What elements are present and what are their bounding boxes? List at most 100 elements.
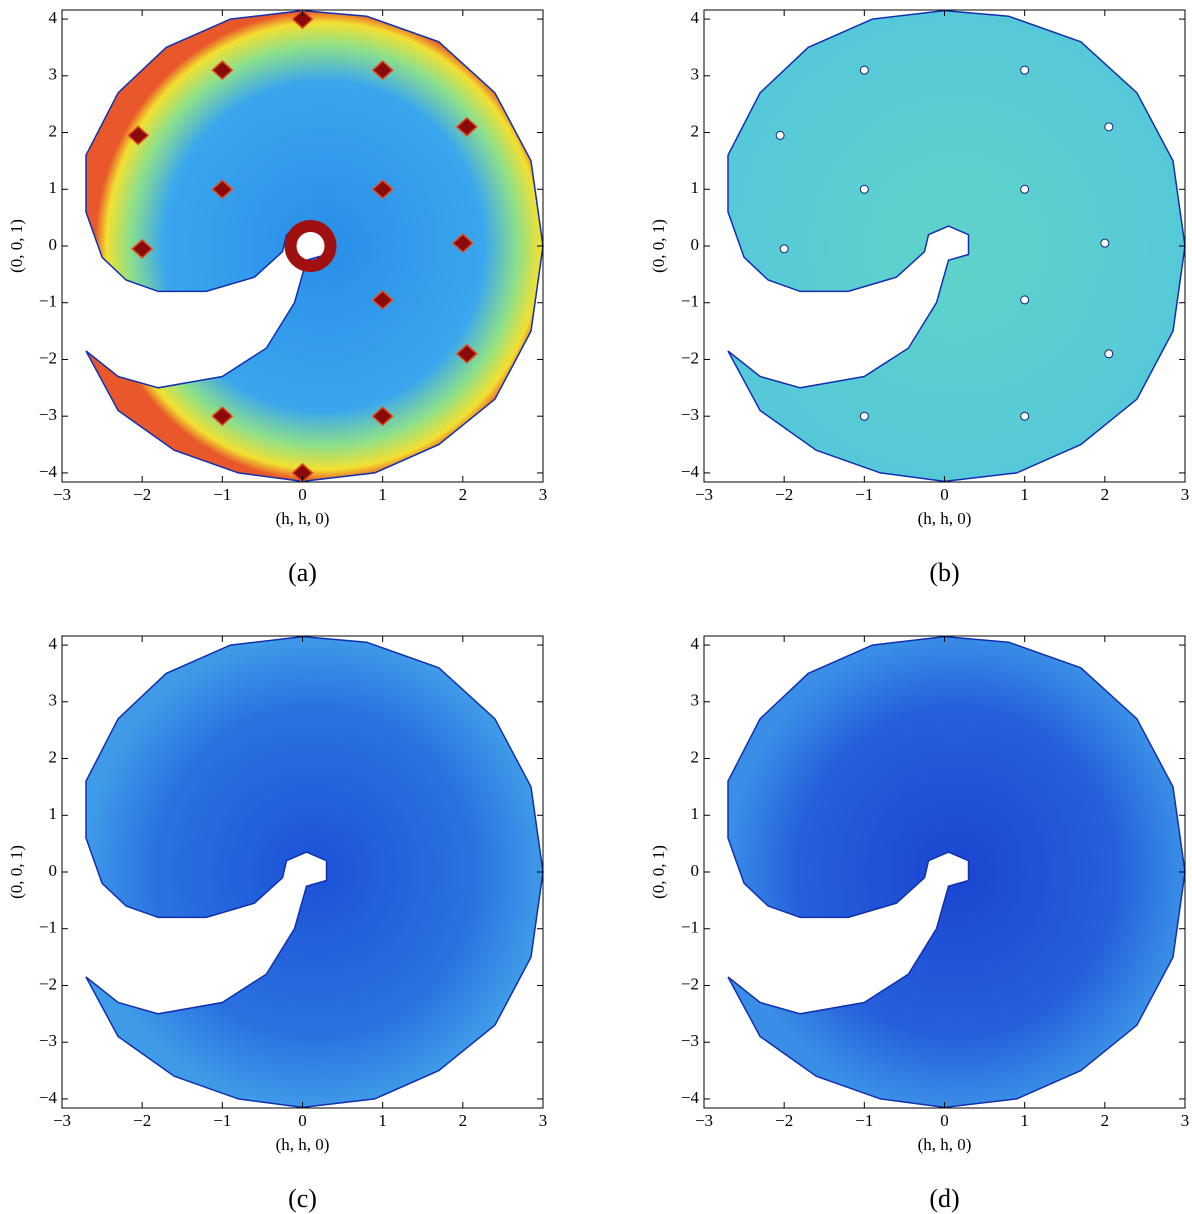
x-tick-label: 0 — [940, 485, 949, 504]
masked-peak — [1020, 184, 1030, 194]
y-tick-label: 3 — [691, 65, 700, 84]
x-tick-label: −2 — [133, 485, 151, 504]
panel-caption: (c) — [288, 1184, 317, 1213]
bragg-peak — [127, 125, 150, 146]
x-tick-label: 2 — [1101, 1111, 1110, 1130]
x-tick-label: 1 — [378, 485, 387, 504]
y-tick-label: 2 — [691, 747, 700, 766]
x-tick-label: 3 — [539, 485, 548, 504]
y-axis-label: (0, 0, 1) — [7, 845, 26, 899]
masked-peak — [859, 65, 869, 75]
y-tick-label: −1 — [681, 918, 699, 937]
y-tick-label: 0 — [49, 861, 58, 880]
bragg-peak — [371, 179, 394, 200]
y-tick-label: −2 — [39, 974, 57, 993]
x-tick-label: 2 — [459, 485, 468, 504]
x-tick-label: 2 — [459, 1111, 468, 1130]
y-axis-label: (0, 0, 1) — [7, 219, 26, 273]
y-tick-label: −1 — [39, 292, 57, 311]
y-tick-label: −1 — [681, 292, 699, 311]
bragg-peak — [291, 462, 314, 483]
y-tick-label: 3 — [691, 691, 700, 710]
panel-caption: (b) — [929, 558, 959, 587]
masked-peak — [859, 184, 869, 194]
intensity-map — [727, 635, 1186, 1109]
x-tick-label: 3 — [1181, 1111, 1190, 1130]
x-axis-label: (h, h, 0) — [918, 1135, 972, 1154]
x-tick-label: 1 — [1020, 485, 1029, 504]
x-tick-label: 3 — [539, 1111, 548, 1130]
y-tick-label: −3 — [39, 405, 57, 424]
x-tick-label: −1 — [855, 485, 873, 504]
intensity-map — [85, 635, 544, 1109]
x-axis-label: (h, h, 0) — [276, 1135, 330, 1154]
panel-caption: (a) — [288, 558, 317, 587]
masked-peak — [779, 244, 789, 254]
y-tick-label: 1 — [49, 804, 58, 823]
y-tick-label: 0 — [691, 235, 700, 254]
y-tick-label: 1 — [691, 804, 700, 823]
y-tick-label: 2 — [49, 747, 58, 766]
bragg-peak — [455, 116, 478, 137]
masked-peak — [1020, 295, 1030, 305]
x-tick-label: 1 — [1020, 1111, 1029, 1130]
x-tick-label: 0 — [298, 1111, 307, 1130]
y-tick-label: 4 — [49, 634, 58, 653]
bragg-peak — [451, 233, 474, 254]
x-tick-label: −3 — [695, 485, 713, 504]
y-axis-label: (0, 0, 1) — [649, 219, 668, 273]
x-tick-label: −1 — [855, 1111, 873, 1130]
masked-peak — [859, 411, 869, 421]
y-tick-label: 1 — [691, 178, 700, 197]
y-tick-label: 4 — [691, 634, 700, 653]
bragg-peak — [131, 238, 154, 259]
y-tick-label: 2 — [691, 121, 700, 140]
y-tick-label: 2 — [49, 121, 58, 140]
y-tick-label: −2 — [39, 348, 57, 367]
y-tick-label: 4 — [49, 8, 58, 27]
y-axis-label: (0, 0, 1) — [649, 845, 668, 899]
x-tick-label: −1 — [213, 1111, 231, 1130]
bragg-peak — [291, 9, 314, 30]
x-tick-label: −2 — [775, 485, 793, 504]
center-ring — [284, 220, 337, 272]
bragg-peak — [211, 406, 234, 427]
y-tick-label: −4 — [681, 462, 700, 481]
y-tick-label: −2 — [681, 348, 699, 367]
y-tick-label: 0 — [49, 235, 58, 254]
y-tick-label: −1 — [39, 918, 57, 937]
x-tick-label: −1 — [213, 485, 231, 504]
y-tick-label: −4 — [681, 1088, 700, 1107]
bragg-peak — [371, 289, 394, 310]
masked-peak — [1020, 411, 1030, 421]
x-tick-label: −2 — [133, 1111, 151, 1130]
bragg-peak — [371, 60, 394, 81]
masked-peak — [1100, 238, 1110, 248]
bragg-peak — [211, 179, 234, 200]
x-tick-label: −3 — [53, 1111, 71, 1130]
x-axis-label: (h, h, 0) — [918, 509, 972, 528]
x-tick-label: −3 — [695, 1111, 713, 1130]
masked-peak — [775, 130, 785, 140]
masked-peak — [1020, 65, 1030, 75]
y-tick-label: 4 — [691, 8, 700, 27]
x-tick-label: −3 — [53, 485, 71, 504]
masked-peak — [1104, 349, 1114, 359]
y-tick-label: −3 — [39, 1031, 57, 1050]
y-tick-label: −4 — [39, 1088, 58, 1107]
intensity-map — [727, 9, 1186, 483]
y-tick-label: 0 — [691, 861, 700, 880]
x-tick-label: 3 — [1181, 485, 1190, 504]
x-axis-label: (h, h, 0) — [276, 509, 330, 528]
y-tick-label: −4 — [39, 462, 58, 481]
intensity-map — [85, 9, 544, 483]
masked-peak — [1104, 122, 1114, 132]
y-tick-label: −2 — [681, 974, 699, 993]
panel-caption: (d) — [929, 1184, 959, 1213]
bragg-peak — [455, 343, 478, 364]
x-tick-label: 0 — [940, 1111, 949, 1130]
x-tick-label: 2 — [1101, 485, 1110, 504]
y-tick-label: 1 — [49, 178, 58, 197]
bragg-peak — [211, 60, 234, 81]
